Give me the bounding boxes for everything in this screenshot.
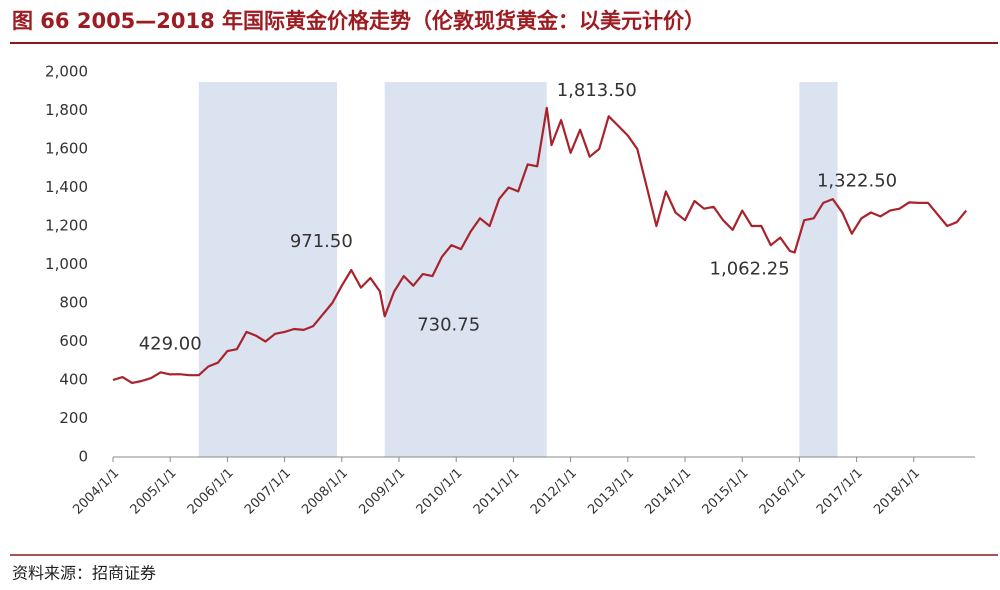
x-tick-label: 2005/1/1 — [128, 466, 180, 518]
x-tick-label: 2011/1/1 — [471, 466, 523, 518]
shaded-period — [385, 82, 547, 457]
x-tick-label: 2013/1/1 — [585, 466, 637, 518]
y-tick-label: 400 — [59, 371, 88, 389]
annotation-label: 1,062.25 — [710, 259, 790, 280]
annotation-label: 1,813.50 — [557, 80, 637, 101]
shaded-period — [199, 82, 337, 457]
chart-title: 图 66 2005—2018 年国际黄金价格走势（伦敦现货黄金：以美元计价） — [12, 9, 705, 33]
x-tick-label: 2017/1/1 — [814, 466, 866, 518]
chart: 图 66 2005—2018 年国际黄金价格走势（伦敦现货黄金：以美元计价） 资… — [0, 0, 1000, 590]
x-tick-label: 2018/1/1 — [871, 466, 923, 518]
x-tick-label: 2009/1/1 — [356, 466, 408, 518]
y-tick-label: 1,400 — [45, 178, 88, 196]
y-tick-label: 600 — [59, 332, 88, 350]
x-tick-label: 2010/1/1 — [414, 466, 466, 518]
y-tick-label: 1,000 — [45, 255, 88, 273]
y-tick-label: 200 — [59, 409, 88, 427]
x-tick-label: 2007/1/1 — [242, 466, 294, 518]
x-tick-label: 2016/1/1 — [757, 466, 809, 518]
x-tick-label: 2014/1/1 — [642, 466, 694, 518]
annotation-label: 429.00 — [139, 333, 202, 354]
annotation-label: 971.50 — [290, 231, 353, 252]
shaded-period — [799, 82, 837, 457]
annotation-label: 1,322.50 — [817, 170, 897, 191]
x-tick-label: 2004/1/1 — [70, 466, 122, 518]
source: 资料来源：招商证券 — [12, 564, 156, 583]
x-tick-label: 2006/1/1 — [185, 466, 237, 518]
y-tick-label: 1,800 — [45, 101, 88, 119]
x-tick-label: 2008/1/1 — [299, 466, 351, 518]
y-tick-label: 1,200 — [45, 217, 88, 235]
y-tick-label: 2,000 — [45, 63, 88, 81]
y-tick-label: 0 — [78, 448, 88, 466]
y-tick-label: 800 — [59, 294, 88, 312]
y-tick-label: 1,600 — [45, 140, 88, 158]
annotation-label: 730.75 — [417, 314, 480, 335]
x-tick-label: 2012/1/1 — [528, 466, 580, 518]
x-tick-label: 2015/1/1 — [700, 466, 752, 518]
